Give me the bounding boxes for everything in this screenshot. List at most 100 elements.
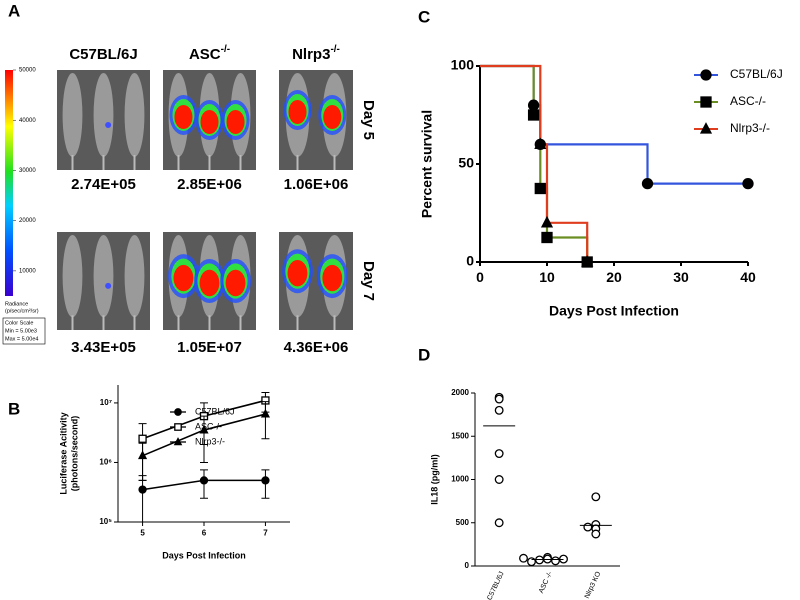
legend-label: ASC-/- (195, 421, 222, 431)
y-tick-label: 2000 (451, 388, 469, 397)
signal-core (174, 105, 193, 129)
marker (551, 556, 560, 566)
marker (581, 255, 594, 267)
legend-marker (174, 423, 182, 431)
panel-label: C (418, 7, 430, 26)
x-tick-label: ASC -/- (538, 570, 554, 594)
strain-genotype: -/- (330, 44, 339, 55)
x-tick-label: 0 (476, 269, 484, 285)
mouse-tail (177, 155, 180, 170)
marker (494, 475, 504, 484)
strain-name: Nlrp3 (292, 46, 330, 63)
strain-label: ASC-/- (189, 44, 230, 63)
panel-label: A (8, 1, 20, 20)
signal-spot (105, 282, 112, 289)
survival-step (547, 221, 589, 262)
survival-step (547, 236, 589, 262)
strain-genotype: -/- (221, 44, 230, 55)
marker (527, 99, 540, 111)
legend-marker (700, 96, 712, 108)
strain-label: Nlrp3-/- (292, 44, 340, 63)
scale-box (2, 317, 46, 345)
y-tick-label: 10⁶ (99, 458, 112, 467)
mouse-tail (333, 155, 336, 170)
signal-core (199, 269, 220, 297)
signal-value: 4.36E+06 (284, 339, 349, 356)
signal-core (225, 269, 246, 297)
y-tick-label: 50 (458, 155, 474, 171)
colorbar-tick-label: 20000 (19, 218, 36, 224)
survival-step (480, 64, 535, 106)
panel-label: D (418, 345, 430, 364)
y-axis-label: Percent survival (419, 110, 435, 218)
strain-name: C57BL/6J (69, 46, 137, 63)
x-tick-label: 6 (202, 529, 207, 538)
y-axis-label: Luciferase Acitivity (58, 412, 68, 494)
legend-marker (700, 69, 712, 81)
y-tick-label: 10⁷ (100, 398, 112, 407)
y-axis-label: IL18 (pg/ml) (429, 454, 439, 505)
signal-value: 2.85E+06 (177, 176, 242, 193)
y-tick-label: 1500 (451, 431, 469, 440)
color-bar (5, 70, 13, 296)
mouse-tail (208, 155, 211, 170)
y-tick-label: 10⁵ (99, 517, 112, 526)
mouse-tail (296, 315, 299, 330)
strain-label: C57BL/6J (69, 46, 137, 63)
marker (260, 408, 271, 418)
mouse (93, 234, 114, 318)
x-tick-label: C57BL/6J (486, 571, 505, 600)
marker (494, 518, 504, 528)
signal-core (322, 264, 343, 292)
x-tick-label: 7 (263, 529, 268, 538)
y-axis-label: (photons/second) (69, 416, 79, 492)
signal-core (226, 110, 245, 134)
marker (534, 182, 546, 195)
mouse-tail (133, 155, 136, 170)
colorbar-tick-label: 40000 (19, 118, 36, 124)
signal-spot (105, 122, 112, 128)
colorbar-label: (p/sec/cm²/sr) (5, 308, 39, 314)
marker (591, 529, 601, 539)
x-axis-label: Days Post Infection (162, 550, 246, 560)
signal-core (200, 110, 219, 134)
mouse (124, 73, 145, 157)
mouse-tail (177, 315, 180, 330)
signal-value: 1.05E+07 (177, 339, 242, 356)
error-bar (261, 401, 270, 440)
marker (519, 553, 528, 563)
marker (199, 476, 209, 485)
mouse (93, 73, 114, 157)
y-tick-label: 500 (456, 518, 470, 527)
marker (138, 485, 147, 494)
colorbar-tick-label: 10000 (19, 268, 36, 274)
x-tick-label: 40 (740, 269, 756, 285)
marker (641, 177, 654, 190)
marker (261, 476, 270, 485)
error-bar (138, 475, 147, 523)
colorbar-tick-label: 30000 (19, 168, 36, 174)
mouse-tail (239, 155, 242, 170)
day-label: Day 5 (360, 100, 377, 140)
marker (583, 522, 593, 532)
y-tick-label: 100 (451, 57, 475, 73)
scale-box-text: Max = 5.00e4 (5, 336, 38, 342)
signal-value: 2.74E+05 (71, 176, 136, 193)
marker (137, 450, 148, 460)
error-bar (138, 442, 147, 481)
legend-label: C57BL/6J (195, 406, 235, 416)
x-tick-label: 5 (140, 529, 145, 538)
marker (494, 405, 504, 415)
error-bar (200, 415, 208, 463)
x-tick-label: 10 (539, 269, 555, 285)
survival-step (480, 64, 535, 115)
survival-step (480, 64, 542, 145)
marker (534, 137, 547, 150)
legend-marker (699, 122, 713, 134)
mouse (62, 234, 83, 318)
marker (138, 434, 147, 443)
mouse-tail (208, 315, 211, 330)
signal-core (287, 260, 308, 287)
y-tick-label: 0 (465, 561, 470, 570)
